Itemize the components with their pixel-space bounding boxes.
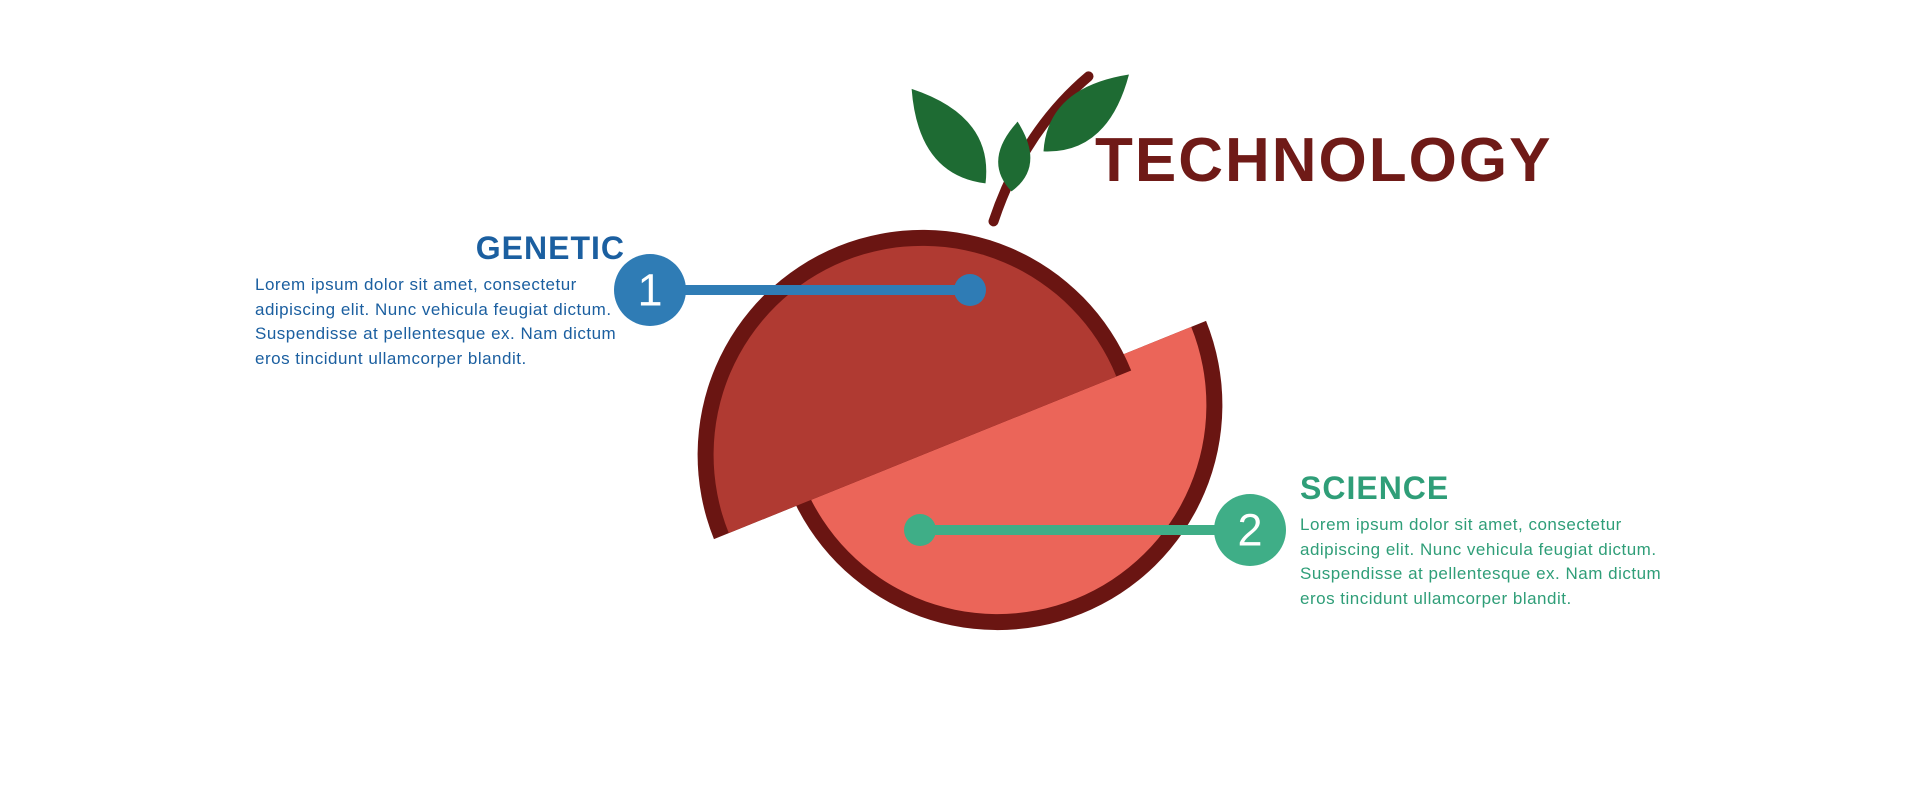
number-badge-text-science: 2	[1237, 505, 1262, 556]
leaf-icon	[996, 120, 1034, 193]
connector-end-dot-science	[904, 514, 936, 546]
connector-end-dot-genetic	[954, 274, 986, 306]
callout-science: SCIENCE Lorem ipsum dolor sit amet, conse…	[1300, 470, 1670, 612]
callout-body-genetic: Lorem ipsum dolor sit amet, consectetur …	[255, 273, 625, 372]
callout-heading-science: SCIENCE	[1300, 470, 1670, 507]
callout-genetic: GENETIC Lorem ipsum dolor sit amet, conse…	[255, 230, 625, 372]
leaf-icon	[893, 74, 1005, 198]
number-badge-text-genetic: 1	[637, 265, 662, 316]
callout-heading-genetic: GENETIC	[255, 230, 625, 267]
main-title: TECHNOLOGY	[1095, 125, 1552, 196]
callout-body-science: Lorem ipsum dolor sit amet, consectetur …	[1300, 513, 1670, 612]
infographic-canvas: 12	[0, 0, 1920, 793]
